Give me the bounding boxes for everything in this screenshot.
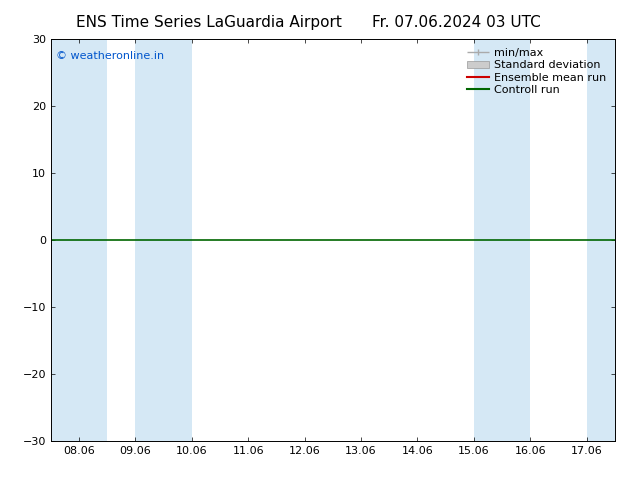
- Text: Fr. 07.06.2024 03 UTC: Fr. 07.06.2024 03 UTC: [372, 15, 541, 30]
- Legend: min/max, Standard deviation, Ensemble mean run, Controll run: min/max, Standard deviation, Ensemble me…: [464, 45, 609, 98]
- Text: © weatheronline.in: © weatheronline.in: [56, 51, 164, 61]
- Bar: [51, 39, 107, 441]
- Bar: [474, 39, 530, 441]
- Bar: [587, 39, 615, 441]
- Text: ENS Time Series LaGuardia Airport: ENS Time Series LaGuardia Airport: [76, 15, 342, 30]
- Bar: [135, 39, 191, 441]
